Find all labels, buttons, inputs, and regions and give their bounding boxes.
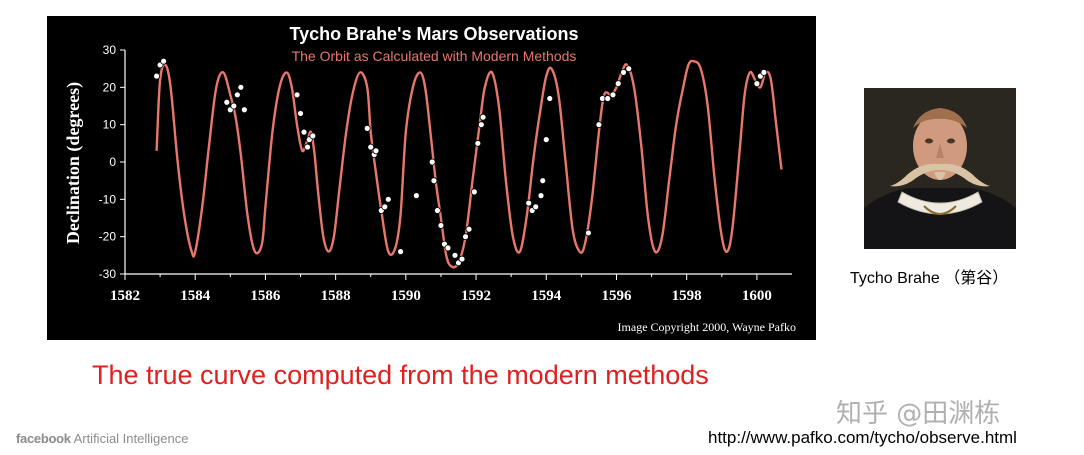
observation-point bbox=[230, 102, 238, 110]
observation-point bbox=[451, 251, 459, 259]
y-tick-label: 10 bbox=[103, 118, 117, 132]
y-tick-label: -30 bbox=[99, 267, 117, 281]
x-tick-label: 1594 bbox=[531, 288, 562, 304]
observation-point bbox=[367, 143, 375, 151]
observation-point bbox=[381, 203, 389, 211]
observation-point bbox=[458, 255, 466, 263]
observation-point bbox=[437, 222, 445, 229]
observation-point bbox=[434, 207, 441, 214]
observation-point bbox=[474, 139, 482, 147]
y-tick-label: 0 bbox=[109, 155, 116, 169]
observation-point bbox=[539, 177, 547, 185]
y-tick-label: -20 bbox=[99, 230, 117, 244]
x-tick-label: 1590 bbox=[391, 288, 421, 304]
observation-point bbox=[293, 91, 301, 99]
source-url: http://www.pafko.com/tycho/observe.html bbox=[708, 428, 1017, 447]
observation-point bbox=[304, 143, 311, 151]
observation-point bbox=[397, 248, 404, 256]
watermark: 知乎 @田渊栋 bbox=[836, 399, 1001, 429]
x-tick-label: 1586 bbox=[250, 288, 281, 304]
observation-point bbox=[584, 229, 592, 237]
x-tick-label: 1600 bbox=[742, 288, 772, 304]
observation-point bbox=[300, 128, 308, 136]
observation-point bbox=[620, 69, 627, 76]
observation-point bbox=[160, 57, 168, 65]
observation-point bbox=[542, 136, 550, 143]
tycho-brahe-portrait-icon bbox=[864, 88, 1016, 249]
observation-point bbox=[430, 177, 438, 185]
chart-panel: Tycho Brahe's Mars Observations The Orbi… bbox=[47, 16, 816, 340]
observation-point bbox=[479, 113, 487, 121]
observation-point bbox=[237, 83, 245, 91]
observation-point bbox=[465, 225, 473, 233]
observation-point bbox=[412, 192, 420, 200]
facebook-ai-brand: facebook Artificial Intelligence bbox=[16, 431, 188, 446]
chart-svg: Tycho Brahe's Mars Observations The Orbi… bbox=[63, 24, 796, 334]
observation-point bbox=[223, 98, 231, 106]
observation-point bbox=[614, 80, 622, 87]
x-tick-label: 1588 bbox=[321, 288, 351, 304]
y-tick-label: -10 bbox=[99, 192, 117, 206]
x-tick-label: 1598 bbox=[672, 288, 702, 304]
observation-point bbox=[760, 69, 768, 76]
observation-point bbox=[470, 188, 478, 196]
x-tick-label: 1584 bbox=[180, 288, 211, 304]
observation-point bbox=[233, 91, 241, 99]
observation-point bbox=[604, 95, 612, 102]
portrait-caption: Tycho Brahe （第谷） bbox=[850, 270, 1009, 287]
x-ticks: 1582 1584 1586 1588 1590 1592 1594 1596 1598 1600 bbox=[110, 274, 772, 304]
observation-point bbox=[546, 95, 554, 102]
headline: The true curve computed from the modern … bbox=[92, 360, 709, 390]
observation-point bbox=[595, 121, 603, 129]
observation-point bbox=[537, 192, 545, 200]
x-tick-label: 1596 bbox=[601, 288, 632, 304]
observation-point bbox=[153, 72, 160, 80]
observation-point bbox=[444, 244, 452, 252]
observation-point bbox=[240, 106, 248, 114]
chart-subtitle: The Orbit as Calculated with Modern Meth… bbox=[292, 48, 577, 64]
observation-point bbox=[477, 121, 485, 129]
y-tick-label: 30 bbox=[103, 43, 117, 57]
observation-point bbox=[309, 132, 317, 140]
y-tick-label: 20 bbox=[103, 80, 117, 94]
x-tick-label: 1592 bbox=[461, 288, 491, 304]
brand-rest: Artificial Intelligence bbox=[70, 431, 189, 446]
chart-title: Tycho Brahe's Mars Observations bbox=[289, 24, 578, 44]
observation-point bbox=[363, 125, 371, 132]
observation-point bbox=[384, 195, 392, 203]
y-axis-label: Declination (degrees) bbox=[63, 82, 84, 244]
observation-point bbox=[525, 199, 533, 207]
brand-bold: facebook bbox=[16, 431, 71, 446]
copyright-note: Image Copyright 2000, Wayne Pafko bbox=[618, 320, 796, 334]
x-tick-label: 1582 bbox=[110, 288, 140, 304]
orbit-curve bbox=[155, 59, 783, 269]
observation-point bbox=[609, 91, 617, 99]
observation-point bbox=[297, 110, 304, 117]
observation-point bbox=[428, 158, 436, 166]
observation-point bbox=[462, 233, 469, 241]
observation-point bbox=[372, 147, 380, 155]
series-layer bbox=[153, 57, 783, 269]
y-ticks: 30 20 10 0 -10 -20 -30 bbox=[99, 43, 125, 281]
observation-point bbox=[753, 80, 761, 87]
observation-point bbox=[532, 203, 540, 211]
observation-point bbox=[625, 65, 633, 73]
